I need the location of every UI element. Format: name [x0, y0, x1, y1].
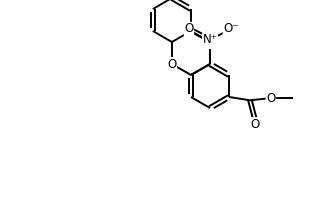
Text: O: O: [205, 35, 215, 49]
Text: O: O: [251, 118, 260, 131]
Text: O⁻: O⁻: [223, 22, 239, 35]
Text: N⁺: N⁺: [203, 33, 217, 46]
Text: O: O: [184, 22, 194, 35]
Text: O: O: [167, 57, 177, 70]
Text: O: O: [266, 92, 276, 105]
